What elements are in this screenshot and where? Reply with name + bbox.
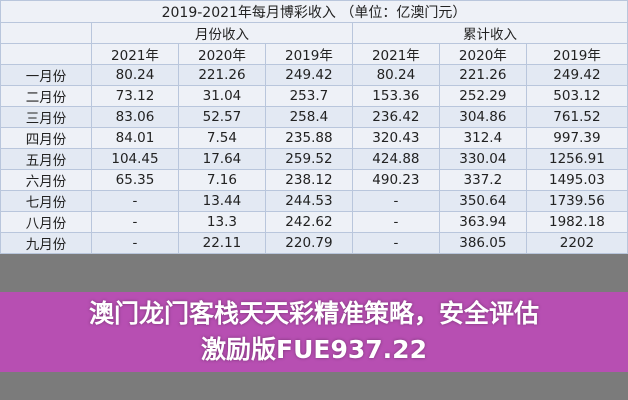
value-cell: 320.43	[351, 127, 440, 149]
value-cell: 1982.18	[525, 211, 628, 233]
value-cell: 13.44	[177, 190, 266, 212]
table-row: 四月份 84.01 7.54 235.88 320.43 312.4 997.39	[0, 127, 628, 149]
value-cell: 221.26	[438, 64, 527, 86]
table-row: 一月份 80.24 221.26 249.42 80.24 221.26 249.42	[0, 64, 628, 86]
value-cell: 386.05	[438, 232, 527, 254]
month-label: 三月份	[0, 106, 92, 128]
value-cell: 259.52	[264, 148, 353, 170]
value-cell: 363.94	[438, 211, 527, 233]
table-row: 二月份 73.12 31.04 253.7 153.36 252.29 503.12	[0, 85, 628, 107]
value-cell: 17.64	[177, 148, 266, 170]
value-cell: 80.24	[91, 64, 179, 86]
value-cell: 31.04	[177, 85, 266, 107]
year-header: 2020年	[438, 43, 527, 65]
corner-cell	[0, 22, 92, 44]
value-cell: 236.42	[351, 106, 440, 128]
value-cell: 242.62	[264, 211, 353, 233]
value-cell: 238.12	[264, 169, 353, 191]
year-header: 2021年	[91, 43, 179, 65]
year-header: 2019年	[264, 43, 353, 65]
value-cell: -	[91, 190, 179, 212]
value-cell: 1495.03	[525, 169, 628, 191]
value-cell: 22.11	[177, 232, 266, 254]
table-row: 三月份 83.06 52.57 258.4 236.42 304.86 761.52	[0, 106, 628, 128]
month-label: 二月份	[0, 85, 92, 107]
value-cell: 221.26	[177, 64, 266, 86]
value-cell: -	[91, 211, 179, 233]
value-cell: 7.16	[177, 169, 266, 191]
value-cell: 83.06	[91, 106, 179, 128]
value-cell: 7.54	[177, 127, 266, 149]
value-cell: -	[351, 211, 440, 233]
month-label: 四月份	[0, 127, 92, 149]
year-header: 2020年	[177, 43, 266, 65]
banner-text: 澳门龙门客栈天天彩精准策略，安全评估 激励版FUE937.22	[0, 296, 628, 368]
table-row: 八月份 -13.3 242.62-363.94 1982.18	[0, 211, 628, 233]
value-cell: 258.4	[264, 106, 353, 128]
value-cell: 65.35	[91, 169, 179, 191]
value-cell: -	[91, 232, 179, 254]
value-cell: 252.29	[438, 85, 527, 107]
table-row: 六月份 65.35 7.16 238.12 490.23 337.2 1495.03	[0, 169, 628, 191]
group-header-cumulative: 累计收入	[351, 22, 628, 44]
overlay-banner	[0, 292, 628, 372]
value-cell: 104.45	[91, 148, 179, 170]
banner-line-2: 激励版FUE937.22	[201, 335, 427, 364]
group-header-monthly: 月份收入	[91, 22, 353, 44]
value-cell: 235.88	[264, 127, 353, 149]
month-label: 五月份	[0, 148, 92, 170]
value-cell: 220.79	[264, 232, 353, 254]
value-cell: 244.53	[264, 190, 353, 212]
year-header: 2021年	[351, 43, 440, 65]
value-cell: -	[351, 190, 440, 212]
table-row: 九月份 -22.11 220.79-386.05 2202	[0, 232, 628, 254]
gray-patch	[585, 376, 628, 392]
table-row: 七月份 -13.44 244.53-350.64 1739.56	[0, 190, 628, 212]
value-cell: 249.42	[264, 64, 353, 86]
value-cell: 253.7	[264, 85, 353, 107]
value-cell: 80.24	[351, 64, 440, 86]
value-cell: 1739.56	[525, 190, 628, 212]
value-cell: 330.04	[438, 148, 527, 170]
value-cell: 490.23	[351, 169, 440, 191]
value-cell: 1256.91	[525, 148, 628, 170]
value-cell: 337.2	[438, 169, 527, 191]
value-cell: 997.39	[525, 127, 628, 149]
revenue-table: 2019-2021年每月博彩收入 （单位：亿澳门元） 月份收入 累计收入 202…	[0, 0, 628, 254]
banner-line-1: 澳门龙门客栈天天彩精准策略，安全评估	[88, 299, 539, 328]
value-cell: 2202	[525, 232, 628, 254]
value-cell: 503.12	[525, 85, 628, 107]
month-label: 一月份	[0, 64, 92, 86]
value-cell: 13.3	[177, 211, 266, 233]
value-cell: 84.01	[91, 127, 179, 149]
value-cell: 424.88	[351, 148, 440, 170]
value-cell: 52.57	[177, 106, 266, 128]
month-label: 六月份	[0, 169, 92, 191]
value-cell: 249.42	[525, 64, 628, 86]
month-label: 八月份	[0, 211, 92, 233]
table-title: 2019-2021年每月博彩收入 （单位：亿澳门元）	[0, 0, 628, 23]
month-label: 九月份	[0, 232, 92, 254]
month-label: 七月份	[0, 190, 92, 212]
value-cell: 761.52	[525, 106, 628, 128]
value-cell: 350.64	[438, 190, 527, 212]
value-cell: 153.36	[351, 85, 440, 107]
value-cell: 304.86	[438, 106, 527, 128]
table-row: 五月份 104.45 17.64 259.52 424.88 330.04 1256.91	[0, 148, 628, 170]
corner-cell	[0, 43, 92, 65]
year-header: 2019年	[525, 43, 628, 65]
value-cell: 73.12	[91, 85, 179, 107]
value-cell: -	[351, 232, 440, 254]
value-cell: 312.4	[438, 127, 527, 149]
